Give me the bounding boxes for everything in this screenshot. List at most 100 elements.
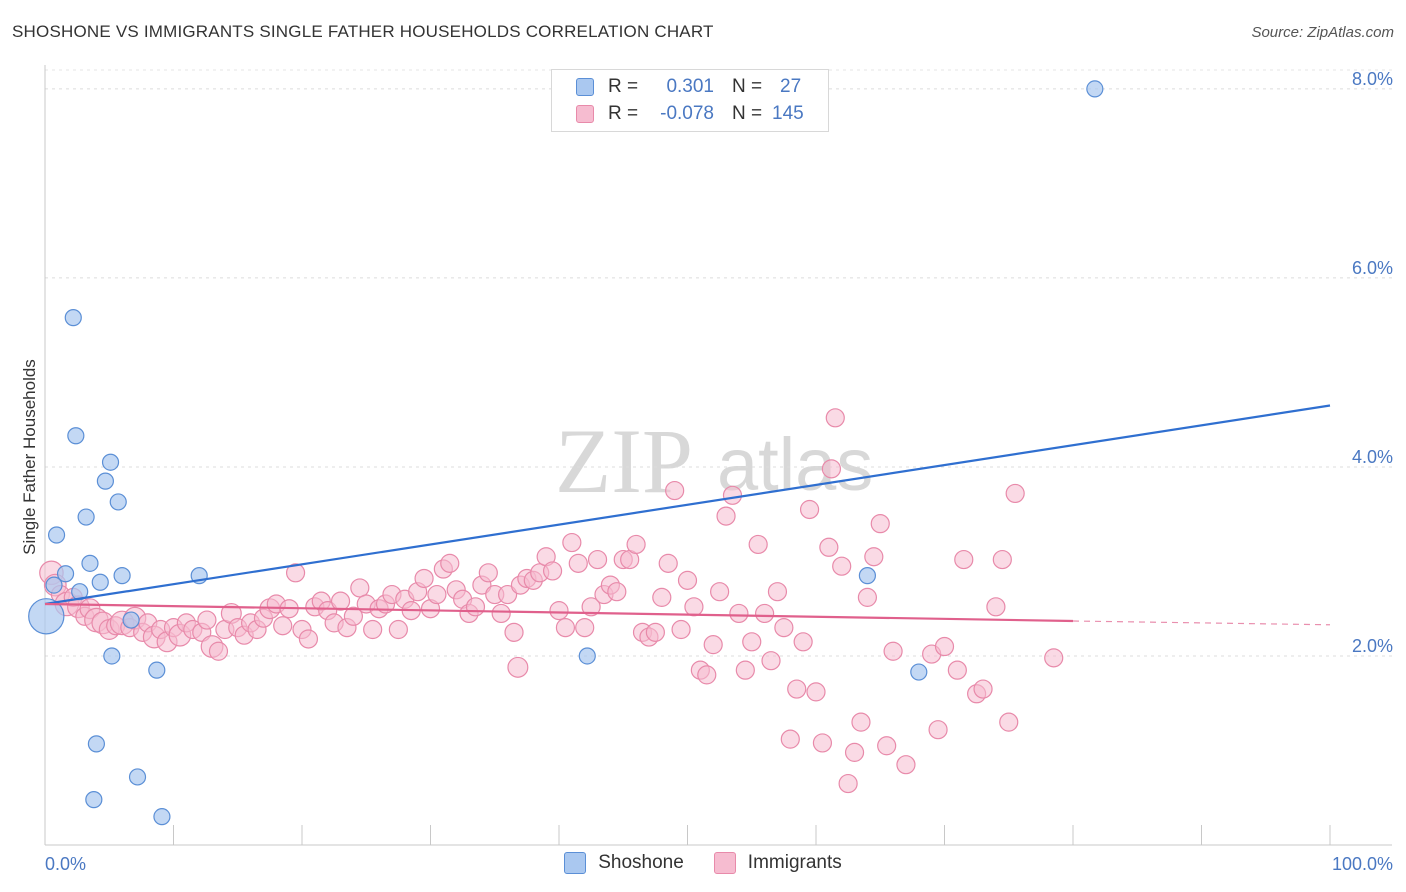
watermark-atlas: atlas xyxy=(717,423,873,506)
shoshone-point xyxy=(47,526,66,544)
immigrants-point xyxy=(844,742,865,762)
immigrants-point xyxy=(208,641,229,661)
immigrants-point xyxy=(498,584,518,605)
series-legend: Shoshone Immigrants xyxy=(0,852,1406,874)
immigrants-point xyxy=(478,563,498,583)
immigrants-point xyxy=(999,712,1019,732)
shoshone-point xyxy=(153,808,171,826)
legend-row-shoshone: R = 0.301 N = 27 xyxy=(576,74,822,100)
immigrants-point xyxy=(851,712,871,732)
immigrants-point xyxy=(748,534,768,555)
shoshone-points xyxy=(28,80,1104,826)
immigrants-point xyxy=(986,597,1006,617)
immigrants-point xyxy=(504,622,524,642)
immigrants-point xyxy=(973,679,993,699)
immigrants-point xyxy=(934,636,955,657)
immigrants-point xyxy=(388,619,408,640)
immigrants-point xyxy=(735,660,755,680)
immigrants-point xyxy=(330,591,351,611)
shoshone-point xyxy=(578,647,596,665)
shoshone-point xyxy=(103,647,121,665)
immigrants-point xyxy=(954,549,974,570)
immigrants-point xyxy=(645,622,665,642)
immigrants-point xyxy=(716,506,736,526)
chart-title: SHOSHONE VS IMMIGRANTS SINGLE FATHER HOU… xyxy=(12,22,714,41)
immigrants-point xyxy=(363,619,383,640)
immigrants-point xyxy=(754,603,775,624)
immigrants-point xyxy=(761,651,781,671)
immigrants-point xyxy=(350,578,370,598)
immigrants-point xyxy=(197,610,217,630)
immigrants-point xyxy=(343,606,363,626)
immigrants-point xyxy=(581,597,601,617)
n-value: 145 xyxy=(772,103,804,124)
immigrants-point xyxy=(992,549,1012,570)
immigrants-trend-line xyxy=(44,602,1074,623)
legend-item-shoshone: Shoshone xyxy=(564,852,684,874)
source-label: Source: ZipAtlas.com xyxy=(1251,24,1394,41)
legend-row-immigrants: R = -0.078 N = 145 xyxy=(576,101,814,127)
immigrants-point xyxy=(877,736,897,756)
shoshone-point xyxy=(148,661,166,679)
immigrants-point xyxy=(671,619,691,640)
legend-item-immigrants: Immigrants xyxy=(713,852,842,874)
immigrants-point xyxy=(677,570,698,590)
immigrants-point xyxy=(825,408,845,428)
shoshone-point xyxy=(81,554,99,572)
immigrants-point xyxy=(1044,648,1064,668)
immigrants-point xyxy=(587,549,608,570)
immigrants-point xyxy=(896,755,916,775)
r-value: -0.078 xyxy=(660,103,714,124)
immigrants-point xyxy=(832,556,852,576)
legend-label-immigrants: Immigrants xyxy=(747,852,842,873)
shoshone-point xyxy=(45,576,63,594)
tick-labels: 2.0% 4.0% 6.0% 8.0% 0.0% 100.0% xyxy=(45,69,1393,874)
axes xyxy=(44,65,1392,846)
immigrants-point xyxy=(626,534,646,555)
y-tick-label: 2.0% xyxy=(1352,636,1393,656)
immigrants-point xyxy=(774,618,794,638)
y-axis-label: Single Father Households xyxy=(20,359,39,555)
y-tick-label: 6.0% xyxy=(1352,258,1393,278)
immigrants-point xyxy=(507,656,529,678)
shoshone-point xyxy=(113,567,131,585)
shoshone-point xyxy=(28,598,65,635)
n-label: N = xyxy=(732,103,763,124)
immigrants-point xyxy=(440,553,460,573)
immigrants-point xyxy=(819,537,839,557)
immigrants-point xyxy=(870,514,890,534)
n-value: 27 xyxy=(780,76,802,97)
shoshone-point xyxy=(128,768,147,786)
immigrants-point xyxy=(562,532,582,553)
shoshone-point xyxy=(109,493,127,511)
immigrants-points xyxy=(39,408,1064,794)
immigrants-point xyxy=(273,616,293,636)
immigrants-point xyxy=(806,682,826,702)
immigrants-point xyxy=(542,561,563,581)
correlation-legend: R = 0.301 N = 27 R = -0.078 N = 145 xyxy=(551,69,829,132)
immigrants-point xyxy=(465,597,486,617)
gridlines xyxy=(45,69,1392,657)
shoshone-point xyxy=(910,663,928,681)
immigrants-point xyxy=(549,601,569,621)
shoshone-point xyxy=(56,565,75,583)
immigrants-point xyxy=(729,603,749,624)
immigrants-point xyxy=(703,635,723,655)
shoshone-point xyxy=(858,567,877,585)
shoshone-swatch xyxy=(576,78,594,96)
y-tick-label: 4.0% xyxy=(1352,447,1393,467)
shoshone-trend-line xyxy=(44,404,1331,606)
immigrants-point xyxy=(947,660,967,680)
immigrants-point xyxy=(928,720,948,740)
shoshone-point xyxy=(1086,80,1104,98)
shoshone-point xyxy=(64,309,82,327)
immigrants-point xyxy=(491,603,511,624)
immigrants-point xyxy=(742,632,762,652)
immigrants-point xyxy=(652,587,672,607)
immigrants-point xyxy=(555,618,576,638)
x-tick-label-max: 100.0% xyxy=(1332,854,1393,874)
immigrants-point xyxy=(864,547,884,567)
immigrants-point xyxy=(767,582,788,602)
immigrants-point xyxy=(285,563,306,583)
